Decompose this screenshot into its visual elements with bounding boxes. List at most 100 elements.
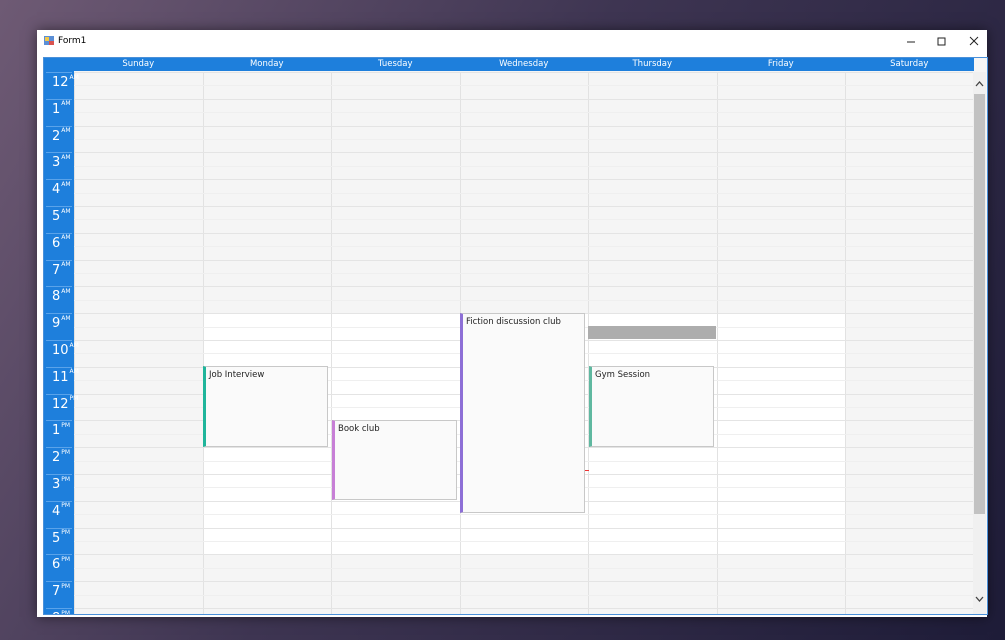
time-column (44, 72, 74, 614)
window-title: Form1 (58, 36, 87, 46)
hour-number: 12 (52, 75, 69, 90)
hour-line (74, 581, 974, 583)
hour-separator (46, 259, 72, 261)
hour-separator (46, 393, 72, 395)
hour-separator (46, 232, 72, 234)
event[interactable]: Job Interview (203, 366, 328, 447)
hour-label: 12AM (52, 74, 79, 90)
hour-label: 6AM (52, 234, 71, 250)
hour-line (74, 98, 974, 100)
hour-number: 3 (52, 477, 61, 492)
hour-separator (46, 608, 72, 609)
hour-number: 8 (52, 289, 61, 305)
hour-label: 12PM (52, 395, 78, 411)
hour-separator (46, 313, 72, 315)
event[interactable]: Fiction discussion club (460, 313, 585, 513)
hour-separator (46, 286, 72, 288)
hour-separator (46, 366, 72, 368)
hour-number: 9 (52, 316, 61, 332)
hour-period: PM (61, 556, 71, 564)
scroll-thumb[interactable] (974, 94, 985, 514)
hour-label: 3AM (52, 154, 71, 170)
half-hour-line (74, 594, 974, 596)
hour-separator (46, 179, 72, 181)
hour-period: AM (69, 341, 79, 349)
hour-number: 1 (52, 101, 61, 117)
scrollbar[interactable] (973, 72, 986, 614)
selection (588, 326, 716, 339)
close-button[interactable] (969, 36, 979, 46)
scroll-up[interactable] (973, 79, 986, 89)
half-hour-line (74, 165, 974, 167)
half-hour-line (74, 299, 974, 301)
day-header: Wednesday (459, 58, 588, 71)
hour-number: 6 (52, 557, 61, 573)
hour-period: PM (61, 475, 71, 483)
event[interactable]: Gym Session (589, 366, 714, 447)
scroll-down[interactable] (973, 594, 986, 604)
hour-number: 8 (52, 611, 60, 614)
current-time-marker (585, 470, 589, 471)
hour-separator (46, 474, 72, 475)
column-line (331, 72, 332, 614)
hour-period: PM (61, 582, 71, 590)
hour-label: 8AM (52, 288, 71, 305)
hour-period: AM (61, 314, 71, 322)
app-icon (44, 36, 54, 45)
hour-period: PM (61, 529, 71, 537)
half-hour-line (74, 273, 974, 274)
event[interactable]: Book club (332, 420, 457, 500)
hour-separator (46, 340, 72, 341)
hour-number: 4 (52, 182, 61, 198)
hour-period: PM (61, 502, 71, 510)
hour-number: 1 (52, 423, 61, 439)
window-controls (907, 36, 979, 46)
calendar[interactable]: Sunday Monday Tuesday Wednesday Thursday Frid… (43, 57, 988, 615)
hour-label: 3PM (52, 475, 71, 492)
hour-label: 2PM (52, 449, 70, 466)
day-header: Sunday (74, 58, 203, 71)
hour-line (74, 527, 974, 529)
maximize-button[interactable] (937, 37, 946, 46)
day-header: Monday (202, 58, 331, 71)
hour-label: 4PM (52, 502, 71, 519)
hour-label: 9AM (52, 314, 71, 332)
hour-line (74, 206, 974, 207)
hour-number: 10 (52, 343, 69, 358)
hour-line (74, 179, 974, 181)
hour-number: 7 (52, 262, 61, 278)
hour-line (74, 554, 974, 556)
hour-line (74, 152, 974, 154)
hour-period: AM (61, 127, 71, 135)
hour-period: AM (61, 180, 71, 188)
hour-number: 7 (52, 584, 61, 600)
column-line (588, 72, 589, 614)
hour-label: 7PM (52, 582, 71, 600)
hour-period: AM (61, 207, 71, 215)
hour-label: 4AM (52, 180, 71, 198)
hour-line (74, 259, 974, 261)
window: Form1 Sunday Monday Tuesday Wednesday Thursd… (37, 30, 988, 617)
hour-period: AM (69, 368, 79, 376)
hour-label: 10AM (52, 341, 79, 358)
hour-separator (46, 581, 72, 583)
hour-separator (46, 98, 72, 100)
hour-label: 5PM (52, 529, 71, 545)
day-header: Saturday (845, 58, 974, 71)
header-bar (44, 58, 74, 72)
half-hour-line (74, 112, 974, 114)
hour-line (74, 72, 974, 73)
hour-label: 5AM (52, 207, 71, 224)
hour-separator (46, 152, 72, 154)
column-line (74, 72, 75, 614)
half-hour-line (74, 541, 974, 542)
half-hour-line (74, 514, 974, 516)
hour-label: 2AM (52, 127, 71, 143)
hour-period: PM (61, 422, 71, 430)
hour-number: 4 (52, 503, 61, 519)
title-bar: Form1 (37, 30, 987, 52)
hour-number: 2 (52, 450, 61, 466)
hour-line (74, 286, 974, 288)
hour-separator (46, 527, 72, 529)
day-header: Thursday (588, 58, 717, 71)
